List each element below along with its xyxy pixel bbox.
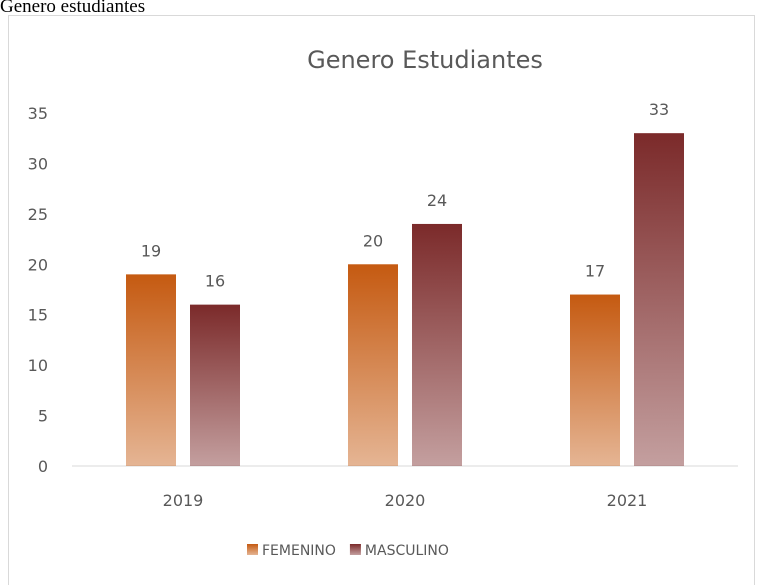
data-label: 20 [363, 231, 383, 250]
bar [412, 223, 462, 466]
bar [190, 304, 240, 466]
y-tick-label: 30 [28, 154, 48, 173]
chart-title: Genero Estudiantes [307, 46, 543, 74]
page-header: Genero estudiantes [0, 0, 145, 17]
data-label: 19 [141, 241, 161, 260]
x-tick-label: 2021 [607, 491, 648, 510]
x-tick-label: 2020 [385, 491, 426, 510]
bar [634, 133, 684, 466]
legend-label: FEMENINO [262, 543, 336, 559]
legend-swatch [247, 544, 258, 555]
data-label: 17 [585, 262, 605, 281]
y-tick-label: 15 [28, 306, 48, 325]
y-tick-label: 25 [28, 205, 48, 224]
y-tick-label: 35 [28, 104, 48, 123]
x-tick-label: 2019 [163, 491, 204, 510]
data-label: 33 [649, 100, 669, 119]
y-tick-label: 20 [28, 255, 48, 274]
bar [570, 294, 620, 466]
bar [126, 274, 176, 466]
bar [348, 264, 398, 466]
y-tick-label: 10 [28, 356, 48, 375]
data-label: 16 [205, 272, 225, 291]
data-label: 24 [427, 191, 447, 210]
y-tick-label: 5 [38, 407, 48, 426]
y-tick-label: 0 [38, 457, 48, 476]
legend-label: MASCULINO [365, 543, 449, 559]
legend-swatch [349, 544, 361, 555]
